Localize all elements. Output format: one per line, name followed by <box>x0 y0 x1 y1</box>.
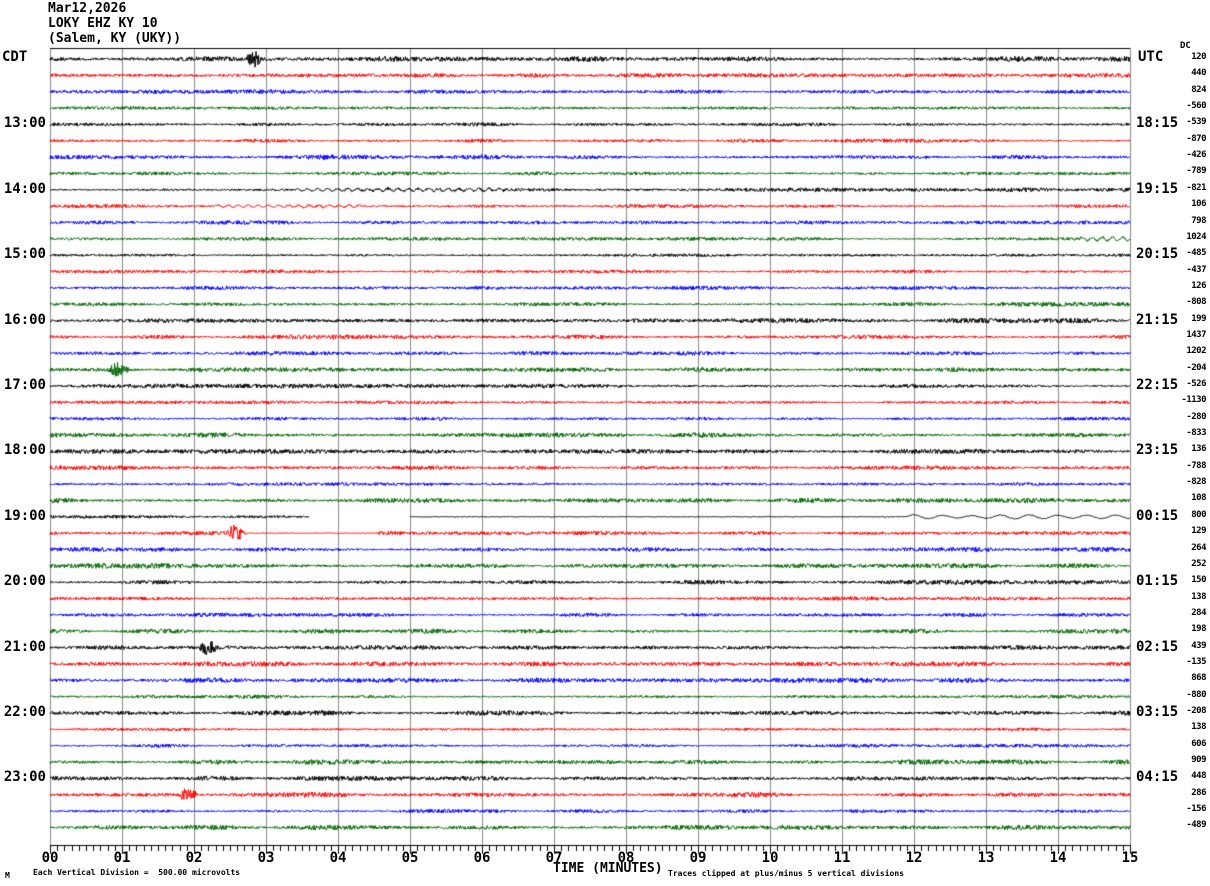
x-tick-label: 13 <box>977 850 995 866</box>
x-tick-label: 03 <box>257 850 275 866</box>
hour-label-cdt: 16:00 <box>3 311 46 328</box>
dc-offset-value: 198 <box>1191 624 1206 635</box>
hour-label-utc: 00:15 <box>1136 507 1179 524</box>
dc-offset-value: 264 <box>1191 542 1206 553</box>
left-axis-header: CDT <box>2 49 28 65</box>
dc-offset-value: -821 <box>1186 182 1206 193</box>
dc-offset-value: -208 <box>1186 706 1206 716</box>
x-tick-label: 02 <box>185 850 203 866</box>
dc-offset-value: 138 <box>1191 722 1206 733</box>
dc-offset-value: 1437 <box>1186 329 1206 340</box>
title-date: Mar12,2026 <box>48 1 127 16</box>
hour-label-cdt: 14:00 <box>3 180 46 197</box>
x-tick-label: 00 <box>41 850 59 866</box>
corner-scale-mark: M <box>5 871 10 880</box>
dc-offset-value: -870 <box>1186 133 1206 144</box>
dc-offset-value: 800 <box>1191 509 1206 520</box>
hour-label-cdt: 15:00 <box>3 246 46 263</box>
dc-offset-value: -135 <box>1186 656 1206 667</box>
hour-label-cdt: 13:00 <box>3 115 46 132</box>
hour-label-utc: 03:15 <box>1136 704 1179 720</box>
dc-offset-value: -788 <box>1186 460 1206 471</box>
x-tick-label: 09 <box>689 850 707 866</box>
hour-label-cdt: 17:00 <box>3 377 46 393</box>
x-tick-label: 14 <box>1049 850 1067 866</box>
dc-offset-value: -560 <box>1186 101 1206 112</box>
dc-offset-value: 868 <box>1191 673 1206 684</box>
dc-offset-value: -156 <box>1186 804 1206 815</box>
x-tick-label: 10 <box>761 850 779 866</box>
clip-note: Traces clipped at plus/minus 5 vertical … <box>668 869 905 878</box>
x-tick-label: 04 <box>329 850 347 866</box>
dc-offset-value: 798 <box>1191 215 1206 226</box>
x-tick-label: 15 <box>1121 850 1139 866</box>
hour-label-utc: 02:15 <box>1136 638 1179 655</box>
x-tick-label: 05 <box>401 850 419 866</box>
dc-offset-value: -426 <box>1186 150 1206 161</box>
x-tick-label: 08 <box>617 850 635 866</box>
dc-offset-value: -833 <box>1186 428 1206 439</box>
vertical-division-note: Each Vertical Division = 500.00 microvol… <box>33 868 241 877</box>
dc-offset-value: 1024 <box>1186 231 1206 242</box>
dc-offset-value: 1202 <box>1186 346 1206 357</box>
x-tick-label: 07 <box>545 850 563 866</box>
dc-offset-value: -280 <box>1186 411 1206 422</box>
x-tick-label: 06 <box>473 850 491 866</box>
dc-offset-value: -204 <box>1186 362 1206 373</box>
x-tick-label: 12 <box>905 850 923 866</box>
dc-offset-value: 824 <box>1191 84 1206 95</box>
dc-offset-value: 106 <box>1191 199 1206 210</box>
dc-offset-value: 136 <box>1191 444 1206 455</box>
dc-offset-value: 129 <box>1191 526 1206 537</box>
hour-label-cdt: 20:00 <box>3 573 46 590</box>
x-axis-title: TIME (MINUTES) <box>553 861 663 876</box>
dc-offset-value: 199 <box>1191 313 1206 324</box>
hour-label-utc: 01:15 <box>1136 573 1179 590</box>
hour-label-cdt: 21:00 <box>3 638 46 655</box>
dc-offset-value: -539 <box>1186 117 1206 128</box>
hour-label-cdt: 23:00 <box>3 769 46 786</box>
dc-offset-value: 448 <box>1191 771 1206 782</box>
dc-offset-value: 440 <box>1191 68 1206 79</box>
dc-offset-value: -808 <box>1186 297 1206 308</box>
hour-label-utc: 23:15 <box>1136 442 1179 459</box>
hour-label-cdt: 18:00 <box>3 442 46 459</box>
dc-offset-value: -789 <box>1186 166 1206 177</box>
hour-label-utc: 18:15 <box>1136 115 1179 132</box>
dc-offset-value: 439 <box>1191 640 1206 651</box>
dc-offset-value: 138 <box>1191 591 1206 602</box>
dc-offset-value: -828 <box>1186 477 1206 488</box>
dc-offset-value: -489 <box>1186 820 1206 831</box>
hour-label-cdt: 22:00 <box>3 704 46 720</box>
title-station: LOKY EHZ KY 10 <box>48 16 158 31</box>
dc-offset-value: 909 <box>1191 755 1206 766</box>
dc-offset-value: -880 <box>1186 689 1206 700</box>
right-axis-header: UTC <box>1138 49 1164 65</box>
dc-offset-value: 120 <box>1191 52 1206 62</box>
hour-label-utc: 22:15 <box>1136 377 1179 393</box>
hour-label-utc: 20:15 <box>1136 246 1179 263</box>
dc-offset-value: 606 <box>1191 738 1206 749</box>
x-tick-label: 11 <box>833 850 851 866</box>
x-tick-label: 01 <box>113 850 131 866</box>
dc-column-header: DC <box>1180 41 1191 51</box>
dc-offset-value: -1130 <box>1181 395 1206 406</box>
dc-offset-value: 150 <box>1191 575 1206 586</box>
dc-offset-value: 286 <box>1191 787 1206 798</box>
hour-label-utc: 04:15 <box>1136 769 1179 786</box>
hour-label-utc: 19:15 <box>1136 180 1179 197</box>
dc-offset-value: 126 <box>1191 280 1206 291</box>
dc-offset-value: 284 <box>1191 607 1206 618</box>
hour-label-cdt: 19:00 <box>3 507 46 524</box>
dc-offset-value: -485 <box>1186 248 1206 259</box>
dc-offset-value: 108 <box>1191 493 1206 504</box>
dc-offset-value: 252 <box>1191 558 1206 569</box>
dc-offset-value: -526 <box>1186 379 1206 389</box>
dc-offset-value: -437 <box>1186 264 1206 275</box>
hour-label-utc: 21:15 <box>1136 311 1179 328</box>
title-location: (Salem, KY (UKY)) <box>48 31 182 46</box>
